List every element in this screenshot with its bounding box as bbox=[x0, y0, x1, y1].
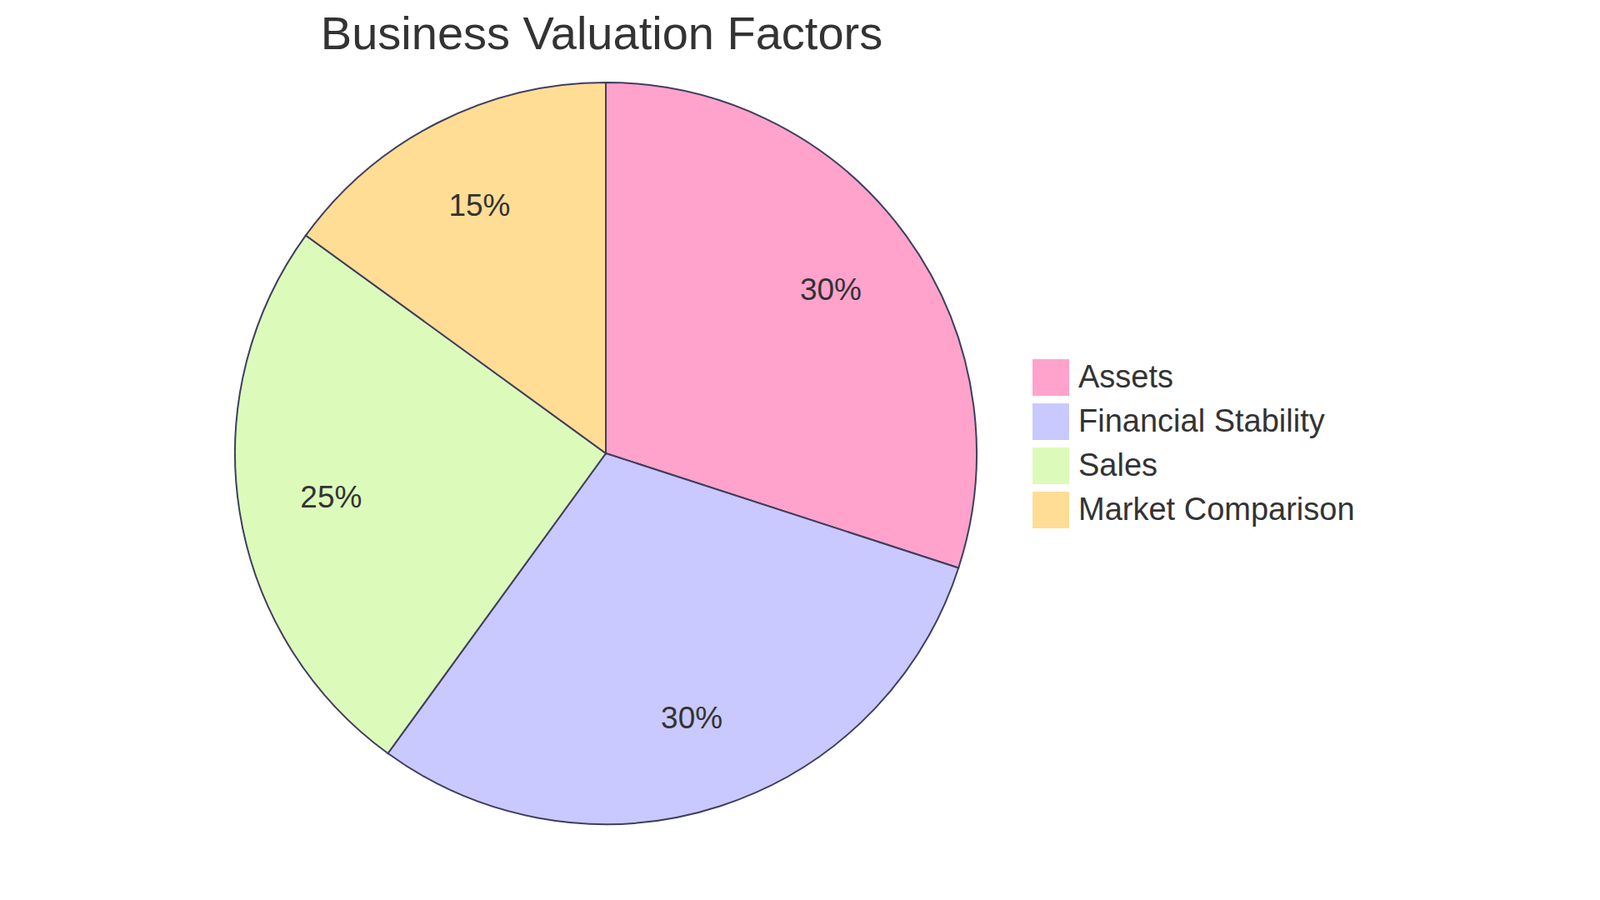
html-text:Financial Stability: Financial Stability bbox=[1078, 403, 1325, 439]
html-text:Assets: Assets bbox=[1078, 359, 1174, 395]
svg-text:15%: 15% bbox=[448, 188, 510, 223]
svg-text:25%: 25% bbox=[300, 480, 362, 515]
svg-text:30%: 30% bbox=[800, 272, 862, 307]
html-text:Market Comparison: Market Comparison bbox=[1078, 491, 1355, 527]
svg-text:30%: 30% bbox=[660, 700, 723, 735]
html-text:Business Valuation Factors: Business Valuation Factors bbox=[320, 6, 883, 60]
html-text:Sales: Sales bbox=[1078, 447, 1158, 483]
